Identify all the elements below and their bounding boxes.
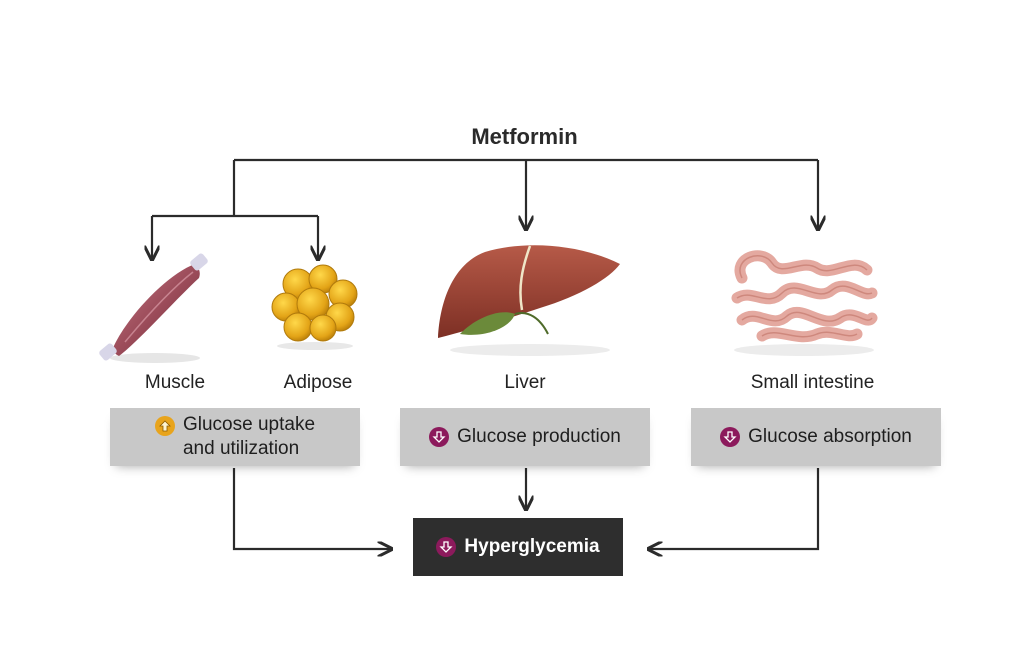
liver-icon: [438, 245, 620, 356]
arrow-up-icon: [154, 416, 175, 436]
adipose-icon: [271, 264, 358, 350]
effect-text-uptake: Glucose uptake and utilization: [182, 414, 316, 459]
arrow-down-icon: [436, 537, 457, 557]
effect-glucose-production: Glucose production: [400, 408, 650, 466]
effect-glucose-uptake: Glucose uptake and utilization: [110, 408, 360, 466]
label-adipose: Adipose: [283, 372, 353, 393]
small-intestine-icon: [731, 250, 878, 356]
result-hyperglycemia: Hyperglycemia: [413, 518, 623, 576]
branch-muscle-adipose: [152, 160, 318, 218]
effect-glucose-absorption: Glucose absorption: [691, 408, 941, 466]
arrow-down-icon: [429, 427, 450, 447]
label-small-intestine: Small intestine: [750, 372, 875, 393]
diagram-title: Metformin: [471, 124, 578, 149]
arrow-uptake-to-result: [232, 468, 390, 549]
label-muscle: Muscle: [144, 372, 206, 393]
muscle-icon: [99, 253, 208, 363]
label-liver: Liver: [504, 372, 546, 393]
arrow-absorption-to-result: [650, 468, 820, 549]
arrow-down-icon: [720, 427, 741, 447]
